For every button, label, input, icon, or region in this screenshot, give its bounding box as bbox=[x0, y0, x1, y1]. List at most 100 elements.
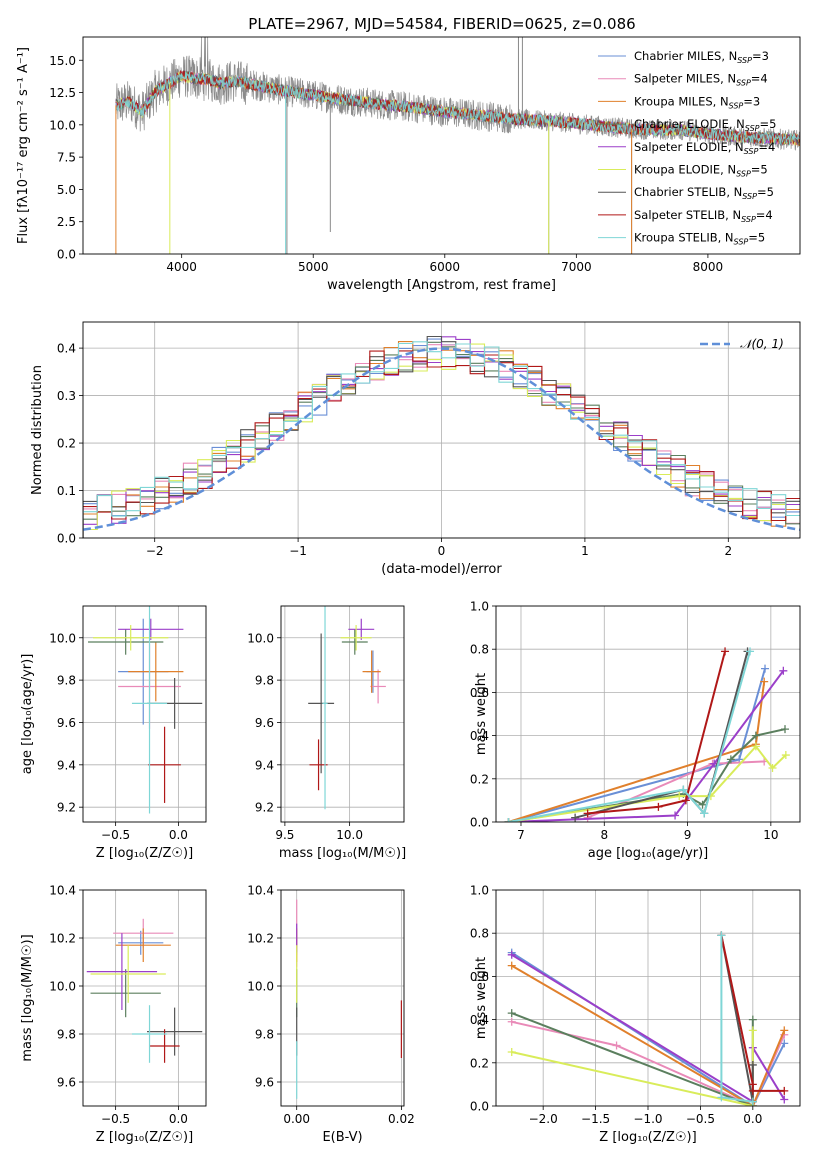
x-tick-label: 2 bbox=[724, 544, 732, 558]
y-tick-label: 5.0 bbox=[57, 183, 76, 197]
x-tick-label: 10.0 bbox=[336, 828, 363, 842]
x-tick-label: 8 bbox=[600, 828, 608, 842]
weight-marker bbox=[504, 818, 513, 822]
y-tick-label: 10.2 bbox=[49, 932, 76, 946]
weight-marker bbox=[700, 809, 709, 818]
legend-label: Kroupa STELIB, NSSP=5 bbox=[634, 231, 765, 247]
x-tick-label: −1 bbox=[289, 544, 307, 558]
y-tick-label: 0.6 bbox=[470, 970, 489, 984]
axes-frame bbox=[82, 889, 207, 1107]
y-tick-label: 9.8 bbox=[57, 1028, 76, 1042]
y-tick-label: 9.4 bbox=[57, 758, 76, 772]
legend-label: Chabrier ELODIE, NSSP=5 bbox=[634, 117, 776, 133]
x-tick-label: −2 bbox=[146, 544, 164, 558]
x-tick-label: −0.5 bbox=[101, 828, 130, 842]
axes-frame bbox=[82, 321, 801, 539]
weight-line bbox=[508, 744, 787, 822]
legend: 𝒩(0, 1) bbox=[700, 337, 784, 351]
y-tick-label: 0.0 bbox=[57, 248, 76, 262]
x-tick-label: −1.5 bbox=[581, 1112, 610, 1126]
y-tick-label: 9.2 bbox=[255, 801, 274, 815]
legend-label: Salpeter MILES, NSSP=4 bbox=[634, 72, 768, 88]
legend-label: Chabrier MILES, NSSP=3 bbox=[634, 49, 769, 65]
weight-marker bbox=[780, 1026, 789, 1035]
y-tick-label: 7.5 bbox=[57, 151, 76, 165]
panel-age-vs-Z: −0.5 0.0 9.2 9.4 9.6 9.8 10.0 Z [log₁₀(Z/Z☉)] ag… bbox=[20, 605, 207, 861]
y-axis-label: age [log₁₀(age/yr)] bbox=[20, 654, 35, 775]
y-tick-label: 9.6 bbox=[57, 1076, 76, 1090]
legend-label: Salpeter STELIB, NSSP=4 bbox=[634, 208, 773, 224]
weight-line bbox=[587, 651, 726, 815]
y-tick-label: 10.4 bbox=[247, 884, 274, 898]
panel-mass-vs-EBV: 0.00 0.02 9.6 9.8 10.0 10.2 10.4 E(B-V) bbox=[247, 884, 414, 1146]
y-tick-label: 2.5 bbox=[57, 215, 76, 229]
x-tick-label: 0.0 bbox=[743, 1112, 762, 1126]
weight-marker bbox=[748, 1026, 757, 1035]
y-tick-label: 1.0 bbox=[470, 600, 489, 614]
weight-marker bbox=[761, 664, 770, 673]
weight-marker bbox=[583, 809, 592, 818]
weight-marker bbox=[507, 961, 516, 970]
y-tick-label: 9.8 bbox=[57, 674, 76, 688]
x-axis-label: wavelength [Angstrom, rest frame] bbox=[327, 278, 556, 293]
x-tick-label: 5000 bbox=[298, 260, 329, 274]
y-tick-label: 0.0 bbox=[470, 816, 489, 830]
histogram-step bbox=[83, 341, 800, 538]
x-tick-label: 1 bbox=[581, 544, 589, 558]
y-tick-label: 10.0 bbox=[49, 631, 76, 645]
figure-title: PLATE=2967, MJD=54584, FIBERID=0625, z=0… bbox=[248, 15, 635, 33]
y-tick-label: 0.1 bbox=[57, 484, 76, 498]
y-tick-label: 10.4 bbox=[49, 884, 76, 898]
y-axis-label: mass [log₁₀(M/M☉)] bbox=[20, 934, 35, 1061]
y-tick-label: 9.2 bbox=[57, 801, 76, 815]
y-tick-label: 0.4 bbox=[57, 342, 76, 356]
weight-marker bbox=[780, 1086, 789, 1095]
y-tick-label: 9.8 bbox=[255, 1028, 274, 1042]
y-axis-label: mass weight bbox=[474, 673, 489, 755]
weight-marker bbox=[717, 1093, 726, 1102]
normal-curve bbox=[83, 347, 800, 531]
x-tick-label: −1.0 bbox=[633, 1112, 662, 1126]
weight-marker bbox=[748, 1060, 757, 1069]
x-axis-label: (data-model)/error bbox=[381, 562, 502, 577]
x-tick-label: 7 bbox=[517, 828, 525, 842]
y-tick-label: 10.2 bbox=[247, 932, 274, 946]
plot-area bbox=[83, 322, 800, 538]
x-axis-label: E(B-V) bbox=[322, 1130, 362, 1145]
y-tick-label: 0.2 bbox=[470, 772, 489, 786]
weight-marker bbox=[507, 1048, 516, 1056]
weight-marker bbox=[717, 931, 726, 940]
y-tick-label: 15.0 bbox=[49, 54, 76, 68]
plot-area bbox=[83, 606, 206, 822]
weight-marker bbox=[748, 1086, 757, 1095]
plot-area bbox=[496, 890, 800, 1106]
y-axis-label: mass weight bbox=[474, 957, 489, 1039]
y-tick-label: 0.8 bbox=[470, 643, 489, 657]
x-tick-label: 0.0 bbox=[169, 828, 188, 842]
weight-marker bbox=[679, 785, 688, 794]
weight-marker bbox=[507, 950, 516, 959]
legend-label: Chabrier STELIB, NSSP=5 bbox=[634, 185, 774, 201]
x-tick-label: 6000 bbox=[430, 260, 461, 274]
plot-area bbox=[115, 37, 800, 254]
y-tick-label: 9.6 bbox=[255, 1076, 274, 1090]
x-tick-label: 10 bbox=[763, 828, 778, 842]
panel-age-vs-mass: 9.5 10.0 9.2 9.4 9.6 9.8 10.0 mass [log₁₀(M/M☉)… bbox=[247, 605, 406, 861]
y-tick-label: 9.6 bbox=[57, 716, 76, 730]
weight-marker bbox=[654, 802, 663, 811]
x-tick-label: 8000 bbox=[693, 260, 724, 274]
weight-marker bbox=[760, 677, 769, 686]
y-tick-label: 0.4 bbox=[470, 1013, 489, 1027]
x-tick-label: −2.0 bbox=[529, 1112, 558, 1126]
weight-marker bbox=[681, 796, 690, 805]
y-axis-label: Normed distribution bbox=[30, 365, 45, 495]
x-tick-label: 9.5 bbox=[275, 828, 294, 842]
y-tick-label: 0.0 bbox=[470, 1100, 489, 1114]
weight-marker bbox=[612, 1041, 621, 1050]
plot-area bbox=[281, 606, 404, 822]
x-axis-label: Z [log₁₀(Z/Z☉)] bbox=[599, 1130, 696, 1145]
panel-spectrum: 4000 5000 6000 7000 8000 0.0 2.5 5.0 7.5 10.0 12.5… bbox=[16, 36, 801, 293]
plot-area bbox=[281, 890, 404, 1106]
legend-label: Kroupa MILES, NSSP=3 bbox=[634, 94, 760, 110]
legend-label: Kroupa ELODIE, NSSP=5 bbox=[634, 163, 768, 179]
